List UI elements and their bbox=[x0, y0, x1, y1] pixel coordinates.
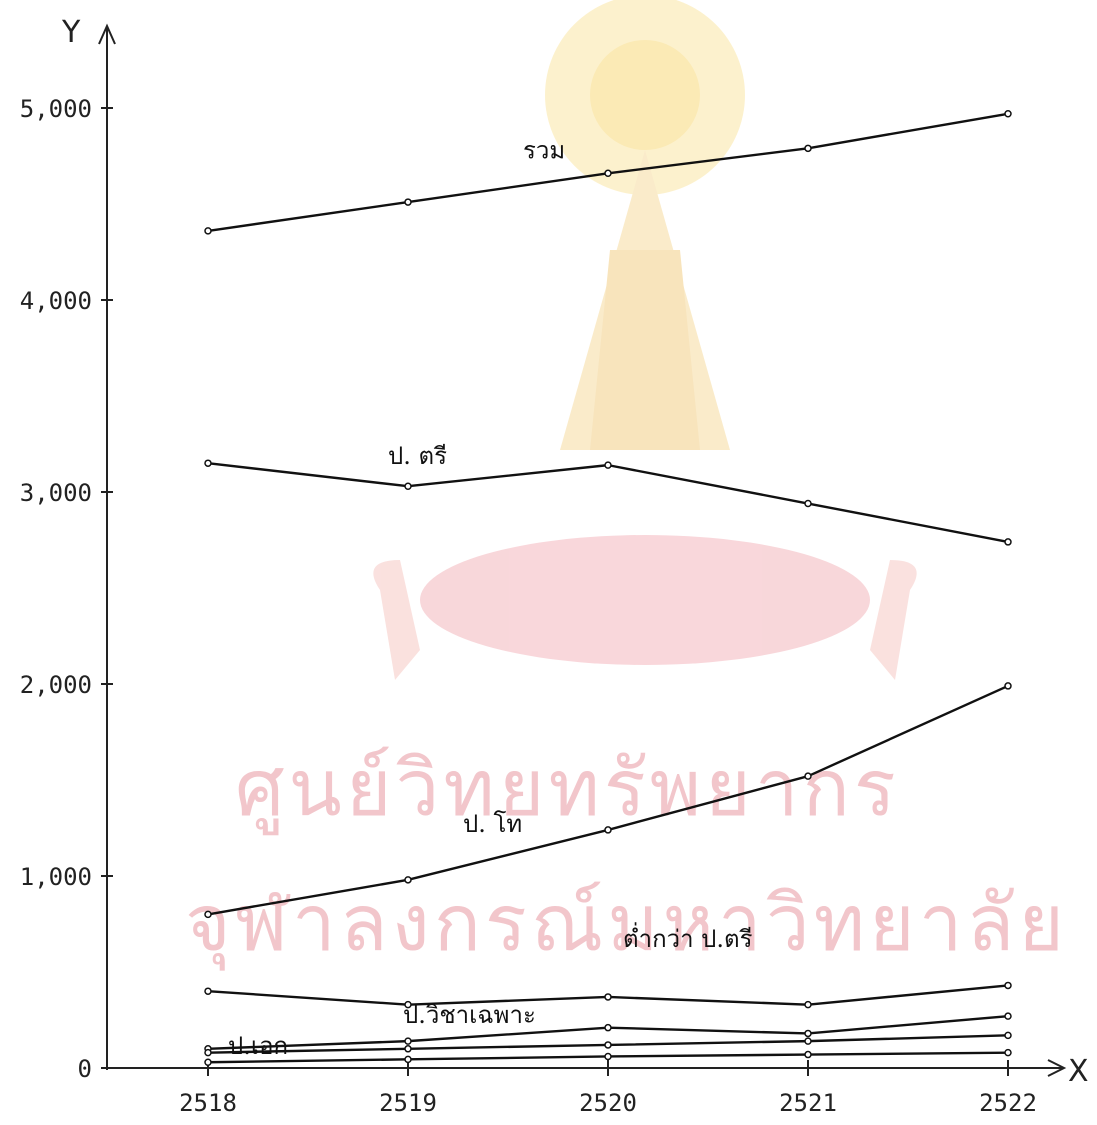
y-axis-arrow bbox=[98, 23, 116, 45]
data-point bbox=[404, 1037, 412, 1045]
data-point bbox=[804, 772, 812, 780]
data-point bbox=[804, 1050, 812, 1059]
data-point bbox=[404, 876, 412, 884]
data-point bbox=[604, 1041, 612, 1049]
series-lines bbox=[204, 110, 1012, 1066]
series-label: ป.วิชาเฉพาะ bbox=[403, 1001, 536, 1029]
series-label: ป. ตรี bbox=[388, 442, 447, 470]
watermark-line1: ศูนย์วิทยทรัพยากร bbox=[235, 744, 900, 835]
data-point bbox=[1004, 682, 1012, 690]
data-point bbox=[1004, 1031, 1012, 1040]
series-label: ต่ำกว่า ป.ตรี bbox=[623, 922, 753, 953]
data-point bbox=[804, 144, 812, 153]
data-point bbox=[404, 198, 412, 206]
data-point bbox=[204, 1058, 212, 1066]
y-tick-label: 4,000 bbox=[20, 287, 92, 315]
data-point bbox=[804, 1029, 812, 1038]
data-point bbox=[604, 1052, 612, 1061]
series-label: ป. โท bbox=[463, 810, 522, 838]
axes: Y X bbox=[61, 15, 1089, 1089]
data-point bbox=[1004, 1048, 1012, 1057]
data-point bbox=[204, 1048, 212, 1057]
data-point bbox=[204, 459, 212, 467]
y-tick-label: 2,000 bbox=[20, 671, 92, 699]
series-line-1 bbox=[207, 462, 1009, 544]
y-tick-label: 1,000 bbox=[20, 863, 92, 891]
series-label: ป.เอก bbox=[228, 1032, 288, 1060]
y-axis-label: Y bbox=[61, 15, 81, 50]
data-point bbox=[404, 1055, 412, 1064]
data-point bbox=[404, 1045, 412, 1053]
data-point bbox=[404, 1000, 412, 1009]
data-point bbox=[804, 1037, 812, 1045]
x-tick-label: 2521 bbox=[779, 1089, 837, 1117]
x-tick-label: 2520 bbox=[579, 1089, 637, 1117]
data-point bbox=[804, 1000, 812, 1009]
y-tick-label: 0 bbox=[78, 1055, 92, 1083]
x-tick-label: 2518 bbox=[179, 1089, 237, 1117]
data-point bbox=[604, 826, 612, 834]
watermark: ศูนย์วิทยทรัพยากร จุฬาลงกรณ์มหาวิทยาลัย bbox=[185, 0, 1068, 971]
y-tick-label: 5,000 bbox=[20, 95, 92, 123]
data-point bbox=[804, 499, 812, 508]
y-tick-label: 3,000 bbox=[20, 479, 92, 507]
x-tick-label: 2522 bbox=[979, 1089, 1037, 1117]
x-tick-label: 2519 bbox=[379, 1089, 437, 1117]
data-point bbox=[1004, 538, 1012, 546]
x-axis-arrow bbox=[1047, 1059, 1067, 1077]
data-point bbox=[604, 169, 612, 178]
data-point bbox=[604, 461, 612, 469]
x-axis-label: X bbox=[1068, 1054, 1089, 1089]
data-point bbox=[604, 993, 612, 1001]
y-ticks: 0 1,000 2,000 3,000 4,000 5,000 bbox=[20, 95, 113, 1083]
data-point bbox=[204, 227, 212, 235]
watermark-line2: จุฬาลงกรณ์มหาวิทยาลัย bbox=[185, 879, 1068, 971]
data-point bbox=[1004, 1012, 1012, 1020]
x-ticks: 2518 2519 2520 2521 2522 bbox=[179, 1060, 1037, 1117]
series-label: รวม bbox=[523, 136, 565, 164]
data-point bbox=[604, 1023, 612, 1032]
data-point bbox=[204, 910, 212, 919]
data-point bbox=[1004, 981, 1012, 990]
watermark-emblem bbox=[373, 0, 917, 680]
data-point bbox=[204, 987, 212, 995]
data-point bbox=[404, 482, 412, 490]
data-point bbox=[1004, 110, 1012, 118]
